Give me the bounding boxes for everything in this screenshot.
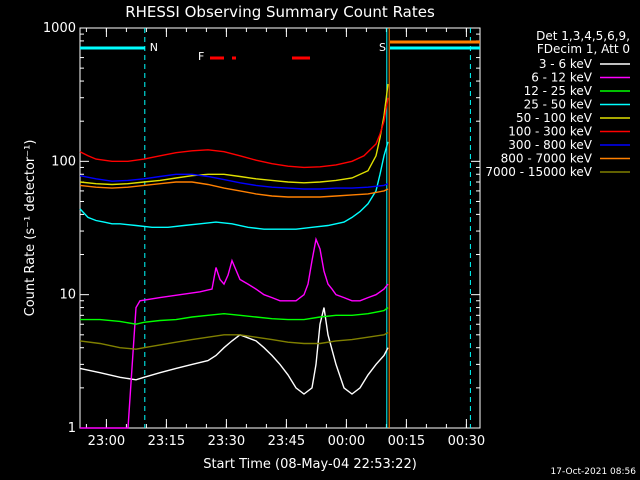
legend-entry-label: 25 - 50 keV (524, 98, 593, 112)
annotation-s: S (379, 41, 386, 54)
legend-entry-label: 100 - 300 keV (508, 125, 592, 139)
legend-header: FDecim 1, Att 0 (537, 42, 630, 56)
series-line-4 (79, 83, 389, 186)
y-tick-label: 10 (59, 288, 76, 303)
y-axis-label: Count Rate (s⁻¹ detector⁻¹) (23, 140, 38, 317)
series-line-1 (80, 236, 389, 429)
x-tick-label: 23:45 (268, 434, 305, 449)
x-axis-label: Start Time (08-May-04 22:53:22) (203, 457, 417, 472)
plot-area: 1 10 100 1000 23:00 23:15 23:30 23:45 00:00 00:15… (43, 21, 485, 449)
x-tick-label: 00:30 (448, 434, 485, 449)
x-tick-label: 23:15 (148, 434, 185, 449)
legend-entry-label: 50 - 100 keV (516, 111, 593, 125)
x-tick-label: 00:00 (328, 434, 365, 449)
legend-header: Det 1,3,4,5,6,9, (536, 29, 630, 43)
legend-entry-label: 300 - 800 keV (508, 138, 592, 152)
series-line-3 (79, 141, 389, 230)
x-tick-label: 23:00 (88, 434, 125, 449)
legend: Det 1,3,4,5,6,9,FDecim 1, Att 03 - 6 keV… (485, 29, 630, 179)
x-tick-label: 00:15 (388, 434, 425, 449)
series-line-6 (79, 173, 389, 190)
chart-title: RHESSI Observing Summary Count Rates (125, 3, 435, 21)
y-tick-label: 1 (68, 421, 76, 436)
series-line-0 (79, 307, 389, 395)
axes-frame (79, 27, 481, 429)
flag-label: F (198, 50, 204, 63)
x-tick-label: 23:30 (208, 434, 245, 449)
series-line-7 (79, 181, 389, 198)
timestamp: 17-Oct-2021 08:56 (551, 467, 637, 477)
legend-entry-label: 6 - 12 keV (531, 71, 593, 85)
series-line-2 (80, 307, 389, 325)
series-line-5 (79, 97, 389, 169)
series-line-8 (79, 331, 389, 350)
annotation-n: N (150, 41, 158, 54)
y-tick-label: 1000 (43, 21, 76, 36)
legend-entry-label: 12 - 25 keV (524, 84, 593, 98)
legend-entry-label: 7000 - 15000 keV (485, 165, 592, 179)
legend-entry-label: 3 - 6 keV (539, 57, 593, 71)
legend-entry-label: 800 - 7000 keV (501, 152, 593, 166)
y-tick-label: 100 (51, 154, 76, 169)
